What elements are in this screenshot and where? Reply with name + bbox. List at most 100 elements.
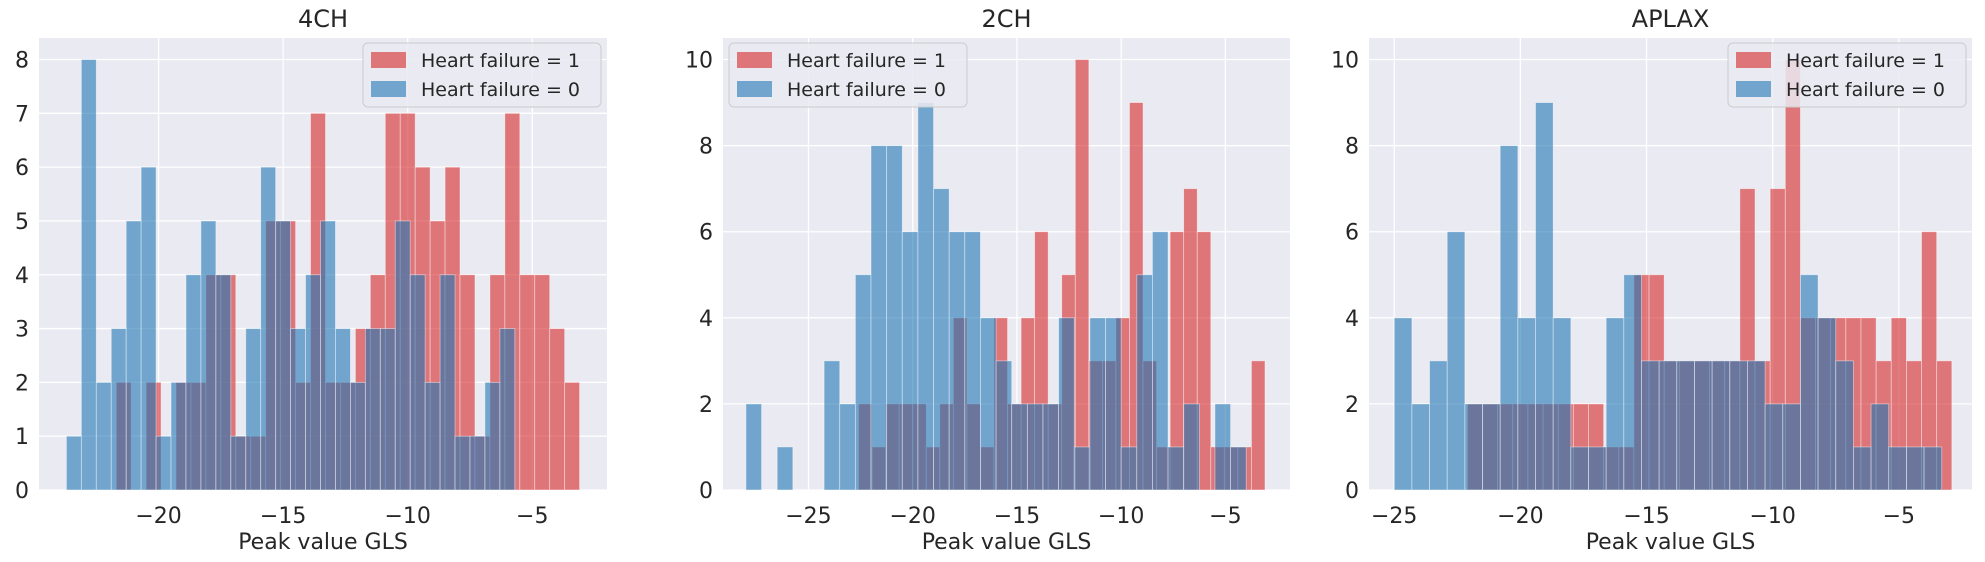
bar-heart-failure-0	[1230, 446, 1247, 491]
bar-heart-failure-0	[1464, 403, 1483, 491]
bar-heart-failure-0	[1800, 274, 1819, 491]
bar-heart-failure-0	[1136, 274, 1153, 491]
bar-heart-failure-0	[901, 231, 919, 491]
legend-box	[1727, 42, 1967, 108]
x-tick-label: −10	[384, 504, 430, 529]
x-axis-label: Peak value GLS	[238, 530, 408, 555]
y-tick-label: 3	[15, 318, 29, 343]
y-tick-label: 5	[15, 210, 29, 235]
x-tick-label: −10	[1749, 504, 1795, 529]
y-tick-label: 0	[1345, 479, 1359, 504]
bar-heart-failure-0	[454, 435, 471, 491]
bar-heart-failure-0	[1694, 360, 1713, 491]
bar-heart-failure-0	[1089, 317, 1106, 491]
bar-heart-failure-0	[948, 231, 966, 491]
bar-heart-failure-0	[409, 274, 426, 491]
x-tick-label: −15	[994, 504, 1040, 529]
x-tick-label: −5	[516, 504, 548, 529]
bar-heart-failure-0	[1658, 360, 1678, 491]
bar-heart-failure-0	[320, 220, 336, 491]
y-tick-label: 2	[1345, 393, 1359, 418]
bar-heart-failure-0	[125, 220, 142, 491]
bar-heart-failure-0	[1782, 403, 1801, 491]
bar-heart-failure-0	[95, 381, 112, 491]
bar-heart-failure-0	[1026, 403, 1044, 491]
bar-heart-failure-0	[1835, 360, 1854, 491]
y-tick-label: 4	[15, 264, 29, 289]
bar-heart-failure-0	[1817, 317, 1837, 491]
bar-heart-failure-0	[364, 328, 381, 491]
y-tick-label: 4	[1345, 307, 1359, 332]
bar-heart-failure-0	[469, 435, 486, 491]
bar-heart-failure-0	[917, 102, 934, 491]
x-tick-label: −20	[1497, 504, 1543, 529]
bar-heart-failure-0	[1105, 317, 1122, 491]
legend-swatch	[737, 81, 772, 97]
bar-heart-failure-0	[823, 360, 841, 491]
bar-heart-failure-0	[1906, 446, 1925, 491]
legend-box	[362, 42, 602, 108]
x-tick-label: −5	[1883, 504, 1915, 529]
bar-heart-failure-0	[230, 435, 247, 491]
y-tick-label: 6	[699, 221, 713, 246]
y-tick-label: 7	[15, 102, 29, 127]
bar-heart-failure-0	[350, 381, 366, 491]
bar-heart-failure-0	[886, 145, 903, 491]
bar-heart-failure-0	[439, 274, 456, 491]
y-tick-label: 6	[15, 156, 29, 181]
y-tick-label: 10	[685, 49, 713, 74]
legend-label: Heart failure = 0	[787, 79, 946, 101]
bar-heart-failure-0	[424, 381, 441, 491]
bar-heart-failure-0	[1167, 446, 1185, 491]
bar-heart-failure-0	[1535, 102, 1554, 491]
bar-heart-failure-0	[964, 231, 981, 491]
bar-heart-failure-1	[534, 274, 551, 491]
legend-swatch	[1736, 52, 1771, 68]
bar-heart-failure-0	[1183, 403, 1200, 491]
bar-heart-failure-0	[776, 446, 794, 491]
bar-heart-failure-0	[1588, 446, 1607, 491]
bar-heart-failure-0	[1499, 145, 1519, 491]
bar-heart-failure-0	[1870, 403, 1890, 491]
bar-heart-failure-1	[1251, 360, 1266, 491]
bar-heart-failure-0	[980, 317, 997, 491]
bar-heart-failure-0	[1429, 360, 1448, 491]
bar-heart-failure-0	[1482, 403, 1501, 491]
y-tick-label: 8	[15, 49, 29, 74]
bar-heart-failure-0	[1623, 274, 1642, 491]
bar-heart-failure-0	[1042, 403, 1060, 491]
legend-label: Heart failure = 1	[1786, 50, 1945, 72]
bar-heart-failure-0	[1517, 317, 1536, 491]
bar-heart-failure-0	[215, 274, 232, 491]
bar-heart-failure-0	[394, 220, 411, 491]
bar-heart-failure-0	[245, 328, 262, 491]
legend-box	[728, 42, 968, 108]
bar-heart-failure-0	[379, 328, 396, 491]
bar-heart-failure-0	[1711, 360, 1731, 491]
bar-heart-failure-0	[1605, 317, 1625, 491]
bar-heart-failure-0	[854, 274, 872, 491]
bar-heart-failure-0	[1073, 446, 1091, 491]
bar-heart-failure-0	[155, 435, 172, 491]
legend-swatch	[737, 52, 772, 68]
bar-heart-failure-0	[1729, 360, 1748, 491]
bar-heart-failure-1	[564, 381, 580, 491]
bar-heart-failure-0	[200, 220, 217, 491]
x-tick-label: −15	[1623, 504, 1669, 529]
bar-heart-failure-0	[260, 166, 277, 491]
bar-heart-failure-0	[1570, 446, 1589, 491]
y-tick-label: 2	[15, 371, 29, 396]
bar-heart-failure-1	[1074, 59, 1090, 491]
legend-label: Heart failure = 1	[787, 50, 946, 72]
x-tick-label: −25	[1371, 504, 1417, 529]
bar-heart-failure-0	[1853, 446, 1872, 491]
y-tick-label: 8	[699, 135, 713, 160]
y-tick-label: 1	[15, 425, 29, 450]
bar-heart-failure-0	[1764, 403, 1784, 491]
x-tick-label: −20	[889, 504, 935, 529]
legend-label: Heart failure = 0	[1786, 79, 1945, 101]
bar-heart-failure-0	[305, 274, 321, 491]
bar-heart-failure-1	[1196, 231, 1212, 491]
bar-heart-failure-0	[839, 403, 856, 491]
